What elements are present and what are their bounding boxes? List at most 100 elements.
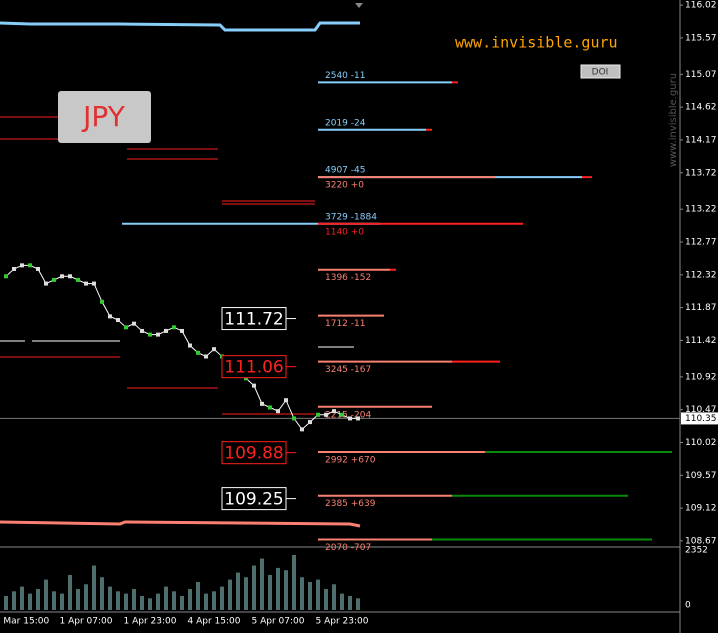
candle	[156, 332, 160, 337]
candle	[356, 416, 360, 421]
volume-bar	[276, 567, 280, 610]
side-levels	[0, 340, 354, 348]
y-tick-label: 116.02	[685, 1, 717, 11]
candle	[204, 354, 208, 359]
volume-bar	[140, 595, 144, 610]
level-label: 3729 -1884	[325, 212, 377, 222]
candle	[132, 321, 136, 326]
y-tick-label: 111.42	[685, 336, 717, 346]
volume-bar	[20, 586, 24, 610]
y-tick-label: 114.17	[685, 135, 717, 145]
volume-bar	[212, 591, 216, 610]
volume-bar	[156, 593, 160, 610]
volume-bar	[244, 577, 248, 610]
y-tick-label: 115.07	[685, 70, 717, 80]
y-tick-label: 110.02	[685, 438, 717, 448]
band-line	[0, 21, 360, 32]
candle	[44, 281, 48, 286]
candle	[20, 263, 24, 268]
candle	[180, 328, 184, 333]
volume-bar	[132, 588, 136, 610]
candle	[92, 281, 96, 286]
candle	[300, 427, 304, 432]
candle	[52, 277, 56, 282]
volume-bar	[332, 584, 336, 610]
candle	[284, 398, 288, 403]
candle	[348, 416, 352, 421]
y-tick-label: 115.57	[685, 33, 717, 43]
candle	[148, 332, 152, 337]
volume-tick-label: 0	[685, 601, 691, 611]
y-tick-label: 112.77	[685, 238, 717, 248]
level-label: 4907 -45	[325, 166, 365, 176]
volume-bar	[148, 598, 152, 610]
candle	[140, 328, 144, 333]
candle	[252, 383, 256, 388]
candle	[108, 314, 112, 319]
volume-tick-label: 2352	[685, 546, 708, 556]
volume-bar	[172, 591, 176, 610]
volume-bar	[308, 581, 312, 610]
candle	[212, 347, 216, 352]
volume-bar	[196, 581, 200, 610]
volume-bar	[60, 593, 64, 610]
volume-bar	[164, 586, 168, 610]
volume-bar	[108, 586, 112, 610]
level-label: 2992 +670	[325, 455, 376, 465]
x-tick-label: 1 Mar 15:00	[0, 617, 49, 627]
side-levels	[0, 116, 315, 415]
level-label: 2385 +639	[325, 499, 376, 509]
candle	[340, 412, 344, 417]
volume-bar	[348, 595, 352, 610]
price-box-label: 109.88	[224, 444, 283, 464]
candle	[116, 318, 120, 323]
candle	[196, 350, 200, 355]
x-tick-label: 1 Apr 07:00	[60, 617, 113, 627]
y-tick-label: 110.92	[685, 372, 717, 382]
site-label: www.invisible.guru	[455, 34, 618, 52]
candle	[324, 412, 328, 417]
candle	[68, 274, 72, 279]
level-label: 1712 -11	[325, 319, 365, 329]
candle	[76, 277, 80, 282]
band-line	[0, 520, 361, 528]
scroll-marker	[355, 3, 363, 8]
candle	[60, 274, 64, 279]
volume-bar	[252, 565, 256, 610]
level-label: 2070 -707	[325, 543, 371, 553]
candle	[100, 299, 104, 304]
volume-bar	[116, 591, 120, 610]
doi-label[interactable]: DOI	[592, 68, 609, 78]
doi-button[interactable]	[580, 64, 621, 79]
volume-bar	[292, 555, 296, 610]
y-tick-label: 113.22	[685, 205, 717, 215]
volume-bar	[92, 565, 96, 610]
candle	[36, 266, 40, 271]
volume-bar	[340, 593, 344, 610]
candle	[172, 325, 176, 330]
candle	[4, 274, 8, 279]
level-label: 1396 -152	[325, 273, 371, 283]
volume-bar	[220, 586, 224, 610]
level-label: 1140 +0	[325, 227, 364, 237]
y-tick-label: 109.57	[685, 471, 717, 481]
candle	[244, 376, 248, 381]
y-tick-label: 109.12	[685, 504, 717, 514]
candle	[276, 409, 280, 414]
volume-bar	[324, 588, 328, 610]
price-box-label: 111.72	[224, 310, 283, 330]
volume-bar	[28, 593, 32, 610]
volume-bar	[356, 598, 360, 610]
level-label: 3220 +0	[325, 181, 364, 191]
volume-bar	[68, 574, 72, 610]
candle	[260, 401, 264, 406]
candle	[332, 409, 336, 414]
last-price-label: 110.35	[685, 414, 717, 424]
x-tick-label: 5 Apr 23:00	[316, 617, 369, 627]
y-tick-label: 111.87	[685, 303, 717, 313]
volume-bar	[36, 588, 40, 610]
level-label: 2215 -204	[325, 410, 371, 420]
volume-bar	[124, 593, 128, 610]
